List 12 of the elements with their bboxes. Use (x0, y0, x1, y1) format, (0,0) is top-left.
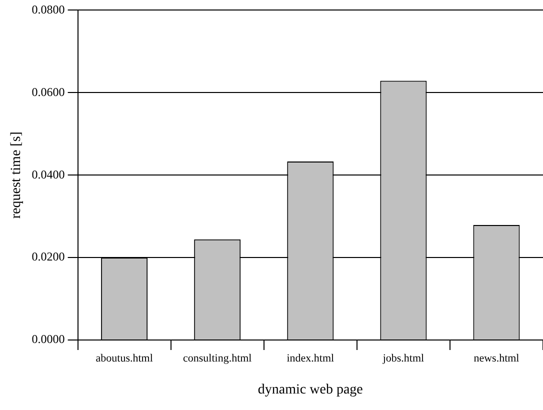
y-axis-title: request time [s] (9, 132, 24, 219)
x-tick-label: index.html (286, 352, 334, 364)
x-tick-label: news.html (474, 352, 520, 364)
x-tick-label: consulting.html (182, 352, 252, 364)
y-tick-label: 0.0400 (32, 167, 65, 182)
x-tick-label: jobs.html (382, 352, 424, 364)
x-axis-title: dynamic web page (258, 382, 363, 398)
y-tick-label: 0.0800 (32, 2, 65, 16)
y-tick-label: 0.0200 (32, 250, 65, 264)
y-tick-label: 0.0000 (32, 332, 65, 346)
y-tick-label: 0.0600 (32, 84, 65, 99)
x-tick-label: aboutus.html (96, 352, 153, 364)
